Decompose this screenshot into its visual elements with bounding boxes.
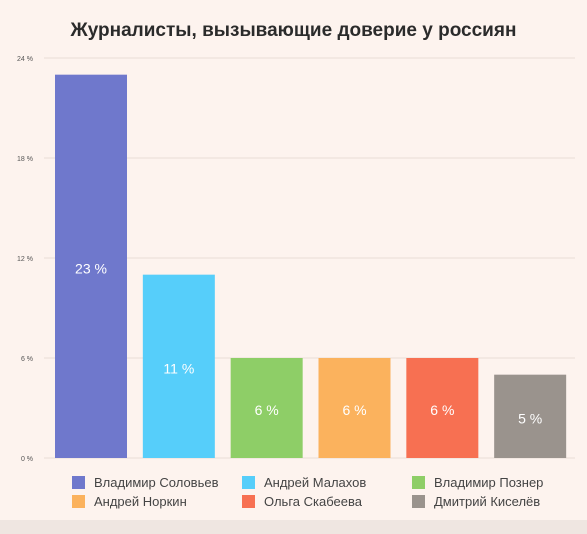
- bar: [142, 274, 215, 458]
- legend-swatch: [242, 476, 255, 489]
- y-tick-label: 0 %: [21, 456, 33, 463]
- legend-item: Владимир Соловьев: [72, 475, 242, 490]
- y-tick-label: 18 %: [17, 156, 33, 163]
- grid-layer: [44, 57, 575, 459]
- legend-swatch: [412, 495, 425, 508]
- bar: [494, 374, 567, 458]
- y-axis: 0 % 6 % 12 % 18 % 24 %: [17, 56, 33, 463]
- legend-label: Владимир Познер: [434, 475, 544, 490]
- bar-value-label: 23 %: [75, 260, 107, 276]
- legend-label: Ольга Скабеева: [264, 494, 362, 509]
- legend-label: Владимир Соловьев: [94, 475, 219, 490]
- bar: [406, 358, 479, 458]
- legend-label: Андрей Норкин: [94, 494, 187, 509]
- legend-item: Дмитрий Киселёв: [412, 494, 572, 509]
- chart-title: Журналисты, вызывающие доверие у россиян: [70, 20, 517, 41]
- legend: Владимир Соловьев Андрей Малахов Владимир …: [72, 475, 572, 509]
- legend-item: Ольга Скабеева: [242, 494, 412, 509]
- legend-label: Дмитрий Киселёв: [434, 494, 541, 509]
- bar-value-label: 6 %: [342, 402, 366, 418]
- bar-value-label: 6 %: [255, 402, 279, 418]
- bottom-strip: [0, 520, 587, 534]
- legend-swatch: [242, 495, 255, 508]
- legend-swatch: [412, 476, 425, 489]
- bar: [55, 74, 127, 459]
- y-tick-label: 12 %: [17, 256, 33, 263]
- bars: [55, 74, 567, 459]
- legend-item: Андрей Малахов: [242, 475, 412, 490]
- bar-value-label: 5 %: [518, 410, 542, 426]
- legend-swatch: [72, 495, 85, 508]
- bar: [318, 358, 391, 458]
- legend-swatch: [72, 476, 85, 489]
- bar-value-label: 11 %: [163, 360, 194, 376]
- legend-item: Владимир Познер: [412, 475, 572, 490]
- data-labels: 23 % 11 % 6 % 6 % 6 % 5 %: [75, 260, 542, 426]
- bar: [230, 358, 303, 458]
- legend-label: Андрей Малахов: [264, 475, 367, 490]
- y-tick-label: 24 %: [17, 56, 33, 63]
- y-tick-label: 6 %: [21, 356, 33, 363]
- bar-value-label: 6 %: [430, 402, 454, 418]
- legend-item: Андрей Норкин: [72, 494, 242, 509]
